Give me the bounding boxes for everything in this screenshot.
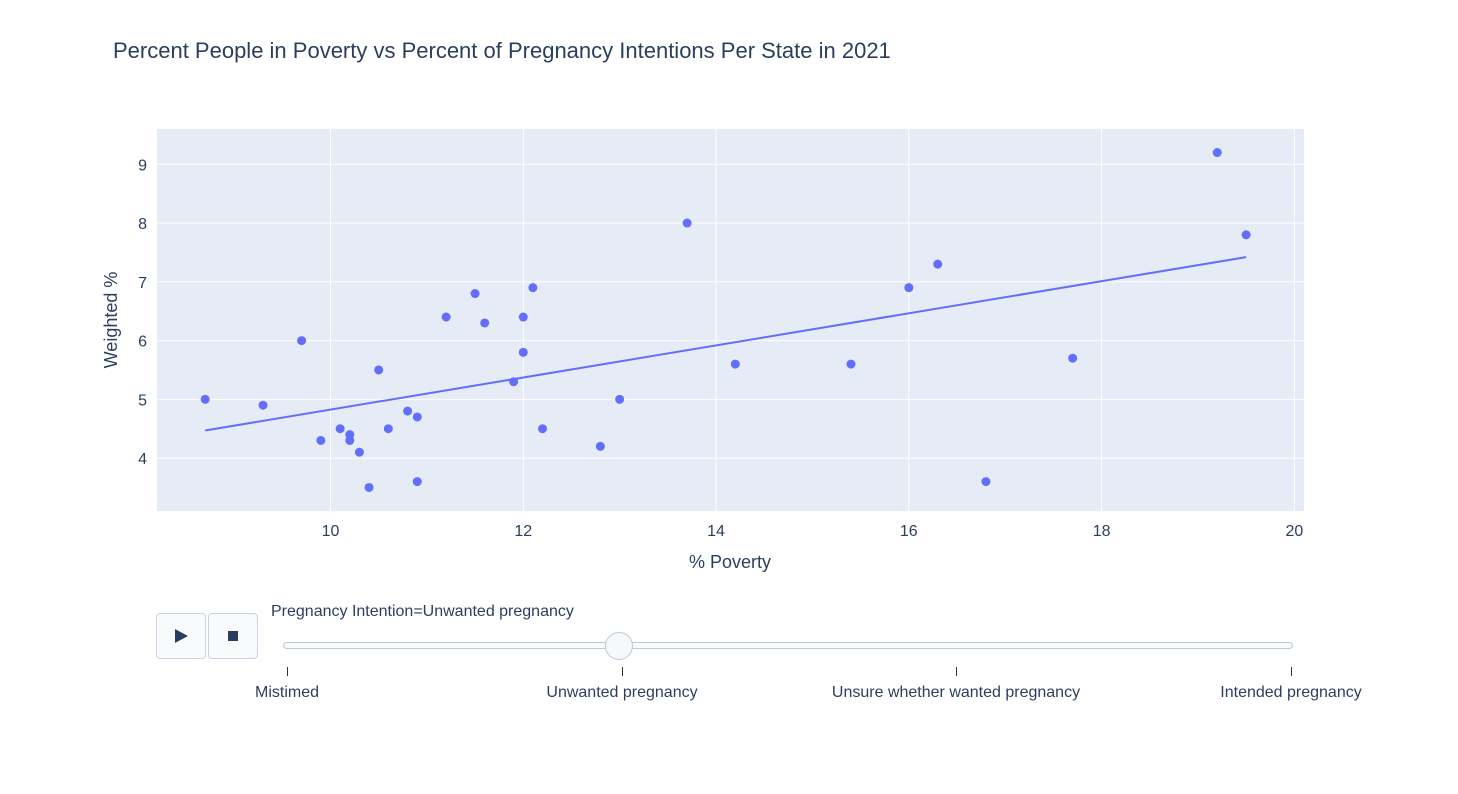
data-point	[682, 218, 692, 228]
data-point	[538, 424, 548, 434]
data-point	[364, 482, 374, 492]
slider-step-label[interactable]: Unwanted pregnancy	[546, 684, 698, 701]
data-point	[981, 477, 991, 487]
data-point	[846, 359, 856, 369]
data-point	[374, 365, 384, 375]
play-button[interactable]	[156, 613, 206, 659]
x-tick-label: 14	[707, 523, 725, 540]
data-point	[1212, 148, 1222, 158]
slider-tick	[1291, 667, 1292, 676]
data-point	[528, 283, 538, 293]
y-axis-title: Weighted %	[101, 272, 121, 369]
data-point	[470, 289, 480, 299]
x-tick-label: 10	[322, 523, 340, 540]
slider-tick	[287, 667, 288, 676]
y-tick-label: 6	[138, 334, 147, 351]
slider-rail[interactable]	[283, 642, 1293, 649]
slider-step-label[interactable]: Intended pregnancy	[1220, 684, 1362, 701]
data-point	[403, 406, 413, 416]
data-point	[316, 435, 326, 445]
trendline-layer	[205, 256, 1247, 432]
data-point	[441, 312, 451, 322]
data-point	[904, 283, 914, 293]
data-point	[518, 347, 528, 357]
stop-icon	[228, 631, 238, 641]
data-point	[412, 477, 422, 487]
tick-labels: 10 12 14 16 18 20 4 5 6 7 8 9	[138, 157, 1303, 540]
data-point	[383, 424, 393, 434]
slider-step-label[interactable]: Mistimed	[254, 684, 320, 701]
data-point	[354, 447, 364, 457]
gridlines	[157, 129, 1304, 511]
data-point	[480, 318, 490, 328]
data-point	[1241, 230, 1251, 240]
scatter-chart: Percent People in Poverty vs Percent of …	[101, 38, 1304, 572]
data-point	[335, 424, 345, 434]
data-point	[933, 259, 943, 269]
slider-step-label[interactable]: Unsure whether wanted pregnancy	[831, 684, 1081, 701]
x-axis-title: % Poverty	[689, 552, 771, 572]
chart-title: Percent People in Poverty vs Percent of …	[113, 38, 891, 63]
slider-tick	[956, 667, 957, 676]
data-point	[297, 336, 307, 346]
trendline	[205, 256, 1247, 432]
data-point	[1068, 353, 1078, 363]
data-point	[412, 412, 422, 422]
data-point	[509, 377, 519, 387]
x-tick-label: 16	[900, 523, 918, 540]
slider-tick	[622, 667, 623, 676]
data-point	[615, 394, 625, 404]
y-tick-label: 8	[138, 216, 147, 233]
y-tick-label: 4	[138, 451, 147, 468]
plot-area	[157, 129, 1304, 511]
slider-handle[interactable]	[605, 632, 633, 660]
data-point	[595, 441, 605, 451]
y-tick-label: 5	[138, 392, 147, 409]
data-point	[518, 312, 528, 322]
slider-current-value: Pregnancy Intention=Unwanted pregnancy	[271, 603, 574, 620]
x-tick-label: 12	[514, 523, 532, 540]
data-point	[730, 359, 740, 369]
data-point	[200, 394, 210, 404]
animation-controls	[156, 613, 260, 659]
data-point	[258, 400, 268, 410]
data-point	[345, 435, 355, 445]
play-icon	[174, 629, 188, 643]
stop-button[interactable]	[208, 613, 258, 659]
x-tick-label: 20	[1285, 523, 1303, 540]
x-tick-label: 18	[1093, 523, 1111, 540]
y-tick-label: 7	[138, 275, 147, 292]
y-tick-label: 9	[138, 157, 147, 174]
data-points	[200, 148, 1251, 492]
